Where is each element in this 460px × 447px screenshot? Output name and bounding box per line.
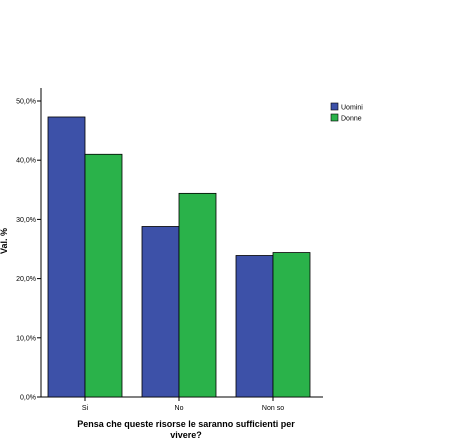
y-tick-labels: 0,0% 10,0% 20,0% 30,0% 40,0% 50,0%: [16, 99, 41, 402]
legend-swatch-uomini: [330, 102, 339, 111]
x-tick-label: Si: [82, 405, 89, 412]
x-tick-label: Non so: [262, 405, 284, 412]
bar-donne-si: [84, 153, 123, 398]
y-tick-label: 0,0%: [20, 395, 36, 402]
y-tick-label: 10,0%: [16, 335, 36, 342]
y-tick-label: 20,0%: [16, 276, 36, 283]
x-tick-label: No: [175, 405, 184, 412]
bar-uomini-non-so: [235, 255, 274, 398]
legend-label-uomini: Uomini: [341, 105, 363, 112]
y-tick-label: 30,0%: [16, 217, 36, 224]
x-axis-label-line-2: vivere?: [170, 430, 202, 440]
bar-donne-non-so: [272, 252, 311, 398]
y-axis-label: Val. %: [0, 228, 9, 254]
chart-bars: [47, 116, 311, 398]
y-tick-label: 40,0%: [16, 158, 36, 165]
bar-uomini-si: [47, 116, 86, 398]
legend: Uomini Donne: [330, 102, 363, 123]
y-tick-label: 50,0%: [16, 99, 36, 106]
x-axis-label-line-1: Pensa che queste risorse le saranno suff…: [77, 419, 295, 429]
x-tick-labels: Si No Non so: [82, 397, 284, 412]
bar-uomini-no: [141, 226, 180, 398]
bar-donne-no: [178, 192, 217, 398]
legend-swatch-donne: [330, 113, 339, 122]
legend-label-donne: Donne: [341, 116, 362, 123]
